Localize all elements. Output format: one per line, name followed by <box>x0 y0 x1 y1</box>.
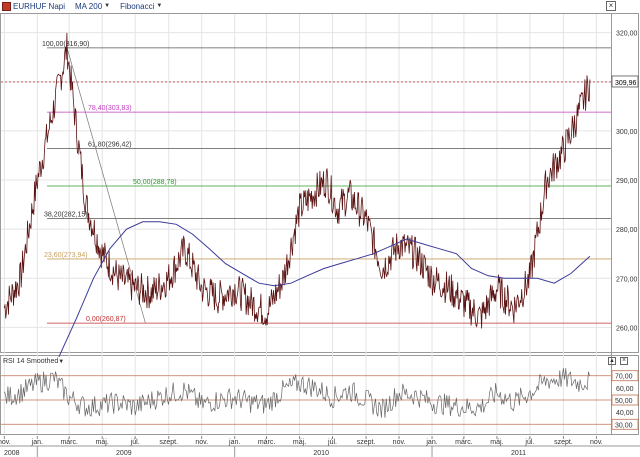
chart-toolbar: EURHUF Napi MA 200 ▼ Fibonacci ▼ × <box>0 0 640 12</box>
symbol-selector[interactable]: EURHUF Napi <box>2 1 66 11</box>
x-tick-label: nov. <box>0 439 11 446</box>
fibonacci-level-label: 50,00(288,78) <box>133 179 177 186</box>
rsi-title: RSI 14 Smoothed <box>3 358 59 365</box>
x-tick-label: márc. <box>60 439 78 446</box>
rsi-panel-frame <box>0 355 639 435</box>
ma200-line <box>58 221 591 358</box>
fibonacci-level-label: 38,20(282,15) <box>44 212 88 219</box>
year-label: 2010 <box>313 450 329 457</box>
x-tick-label: jan. <box>425 439 437 446</box>
x-tick-label: máj. <box>96 439 109 446</box>
rsi-level-label: 70,00 <box>615 374 633 381</box>
current-price-label: 309,96 <box>615 80 637 87</box>
rsi-tick-label: 40,00 <box>616 410 634 417</box>
rsi-close-button[interactable]: × <box>620 357 628 365</box>
price-panel-frame <box>0 13 639 353</box>
x-tick-label: nov. <box>590 439 603 446</box>
rsi-series-line <box>3 368 590 418</box>
x-tick-label: szept. <box>159 439 178 446</box>
x-tick-label: júl. <box>130 439 140 446</box>
ma-label: MA 200 <box>75 1 103 11</box>
rsi-level-box <box>611 418 639 430</box>
current-price-box <box>611 75 639 88</box>
fibonacci-menu[interactable]: Fibonacci ▼ <box>120 2 162 11</box>
x-tick-label: nov. <box>393 439 406 446</box>
x-tick-label: máj. <box>293 439 306 446</box>
rsi-indicator-menu[interactable]: RSI 14 Smoothed▼ <box>3 358 64 365</box>
y-tick-label: 280,00 <box>616 227 638 234</box>
x-tick-label: nov. <box>195 439 208 446</box>
year-label: 2008 <box>4 450 20 457</box>
year-label: 2011 <box>511 450 526 457</box>
fibonacci-level-label: 78,40(303,83) <box>88 105 132 112</box>
x-tick-label: márc. <box>258 439 276 446</box>
rsi-level-label: 50,00 <box>615 398 633 405</box>
rsi-level-box <box>611 370 639 382</box>
fibonacci-level-label: 0,00(260,87) <box>86 316 126 323</box>
chevron-down-icon: ▼ <box>58 359 65 365</box>
x-tick-label: szept. <box>554 439 573 446</box>
fibonacci-level-label: 61,80(296,42) <box>88 142 132 149</box>
y-tick-label: 290,00 <box>616 178 638 185</box>
x-tick-label: szept. <box>357 439 376 446</box>
y-tick-label: 320,00 <box>616 31 638 38</box>
x-tick-label: júl. <box>327 439 337 446</box>
x-tick-label: márc. <box>455 439 473 446</box>
x-tick-label: jan. <box>31 439 43 446</box>
y-tick-label: 270,00 <box>616 276 638 283</box>
fibonacci-label: Fibonacci <box>120 1 155 11</box>
x-tick-label: máj. <box>490 439 503 446</box>
fibonacci-level-label: 23,60(273,94) <box>44 252 88 259</box>
close-chart-button[interactable]: × <box>606 1 616 11</box>
year-label: 2009 <box>116 450 132 457</box>
x-tick-label: júl. <box>524 439 534 446</box>
rsi-level-box <box>611 394 639 406</box>
price-series-line <box>3 32 591 329</box>
chart-app-icon <box>2 1 11 11</box>
rsi-move-up-button[interactable]: ▲ <box>608 357 616 365</box>
chevron-down-icon: ▼ <box>104 3 111 9</box>
y-tick-label: 300,00 <box>616 129 638 136</box>
ma-indicator-menu[interactable]: MA 200 ▼ <box>75 2 110 11</box>
y-tick-label: 260,00 <box>616 325 638 332</box>
x-tick-label: jan. <box>228 439 240 446</box>
fibonacci-level-label: 100,00(316,90) <box>42 41 89 48</box>
rsi-level-label: 30,00 <box>615 422 633 429</box>
rsi-tick-label: 60,00 <box>616 386 634 393</box>
symbol-label: EURHUF Napi <box>13 1 66 11</box>
chevron-down-icon: ▼ <box>156 3 163 9</box>
